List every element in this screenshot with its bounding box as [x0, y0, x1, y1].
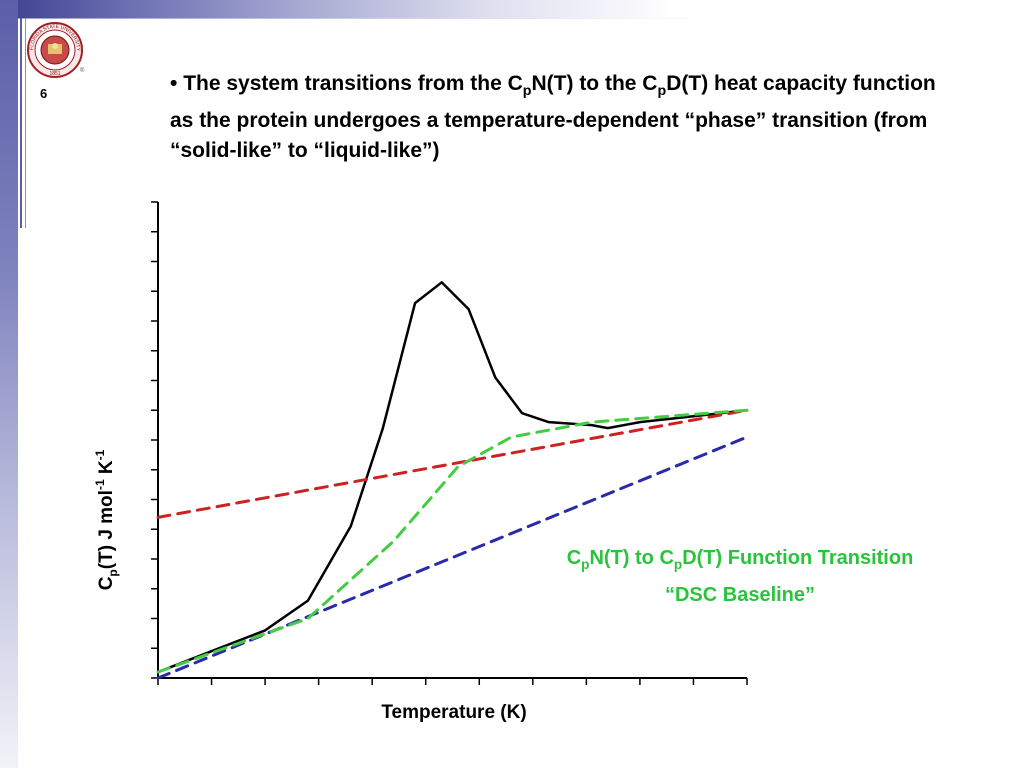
university-seal-logo: FLORIDA STATE UNIVERSITY 1851 ® — [27, 22, 85, 78]
bullet-marker: • — [170, 72, 178, 95]
caption-sub1: p — [581, 557, 590, 572]
top-decor-line — [18, 18, 718, 19]
heat-capacity-chart: Temperature (K) Cp(T) J mol-1 K-1 — [93, 201, 749, 723]
series-line-3 — [156, 408, 749, 674]
top-decor-bar — [0, 0, 1024, 18]
plot-area — [151, 201, 749, 685]
side-decor-rule-secondary — [25, 18, 26, 228]
series-line-0 — [156, 281, 749, 674]
bullet-text-part1: The system transitions from the C — [183, 72, 523, 95]
chart-caption: CpN(T) to CpD(T) Function Transition “DS… — [500, 543, 980, 611]
y-label-mid: (T) J mol — [96, 490, 117, 569]
caption-line-1: CpN(T) to CpD(T) Function Transition — [500, 543, 980, 580]
caption-line-2: “DSC Baseline” — [664, 584, 816, 606]
registered-mark: ® — [80, 67, 85, 74]
bullet-text: • The system transitions from the CpN(T)… — [170, 69, 960, 166]
slide-number: 6 — [40, 86, 48, 101]
caption-sub2: p — [673, 557, 683, 572]
y-label-k: K — [96, 460, 117, 479]
caption-c1: C — [566, 547, 582, 569]
series-line-1 — [156, 408, 749, 519]
left-decor-bar — [0, 0, 18, 768]
bullet-text-part3: D(T) heat capacity function as the prote… — [170, 72, 936, 163]
logo-year: 1851 — [49, 71, 60, 77]
bullet-text-part2: N(T) to the C — [531, 72, 658, 95]
y-label-sup2: -1 — [93, 449, 107, 460]
x-axis-label: Temperature (K) — [381, 702, 526, 723]
y-axis-label: Cp(T) J mol-1 K-1 — [93, 449, 120, 590]
caption-end: D(T) Function Transition — [682, 547, 914, 569]
side-decor-rule — [20, 18, 22, 228]
y-label-p-sub: p — [106, 569, 120, 576]
y-label-sup1: -1 — [93, 479, 107, 490]
y-label-c: C — [96, 576, 117, 590]
caption-mid: N(T) to C — [589, 547, 674, 569]
bullet-sub-p1: p — [522, 83, 532, 100]
bullet-sub-p2: p — [657, 83, 667, 100]
